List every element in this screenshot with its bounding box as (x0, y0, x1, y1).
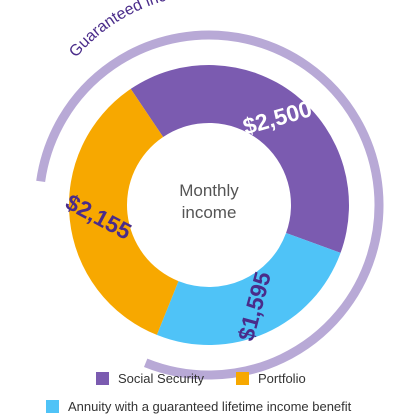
legend-label-social-security: Social Security (118, 371, 204, 386)
legend-item-portfolio: Portfolio (236, 371, 306, 386)
legend-label-annuity: Annuity with a guaranteed lifetime incom… (68, 399, 352, 414)
center-label-line-1: Monthly (179, 181, 239, 200)
slice-social-security (130, 64, 350, 253)
legend-swatch-social-security (96, 372, 109, 385)
slice-portfolio (69, 88, 179, 335)
legend-label-portfolio: Portfolio (258, 371, 306, 386)
slices-layer (69, 64, 350, 346)
legend-swatch-annuity (46, 400, 59, 413)
legend-item-social-security: Social Security (96, 371, 204, 386)
guaranteed-income-arc (36, 30, 384, 380)
center-label-line-2: income (182, 203, 237, 222)
slice-annuity-with (156, 233, 341, 346)
legend-swatch-portfolio (236, 372, 249, 385)
legend-item-annuity: Annuity with a guaranteed lifetime incom… (46, 399, 351, 414)
